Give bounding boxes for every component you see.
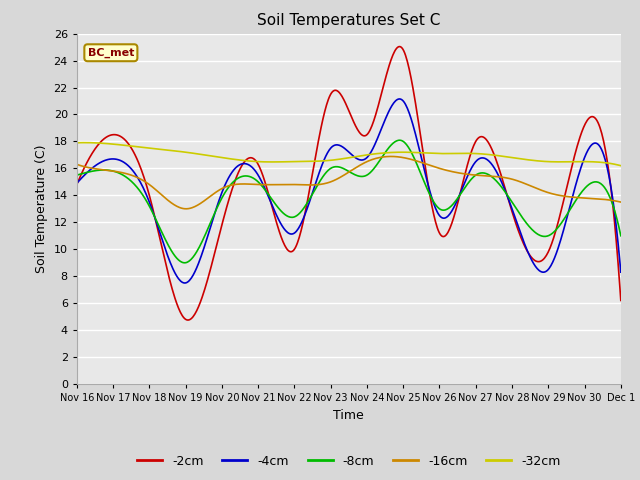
Legend: -2cm, -4cm, -8cm, -16cm, -32cm: -2cm, -4cm, -8cm, -16cm, -32cm [132, 450, 566, 473]
Y-axis label: Soil Temperature (C): Soil Temperature (C) [35, 144, 48, 273]
X-axis label: Time: Time [333, 408, 364, 421]
Text: BC_met: BC_met [88, 48, 134, 58]
Title: Soil Temperatures Set C: Soil Temperatures Set C [257, 13, 440, 28]
